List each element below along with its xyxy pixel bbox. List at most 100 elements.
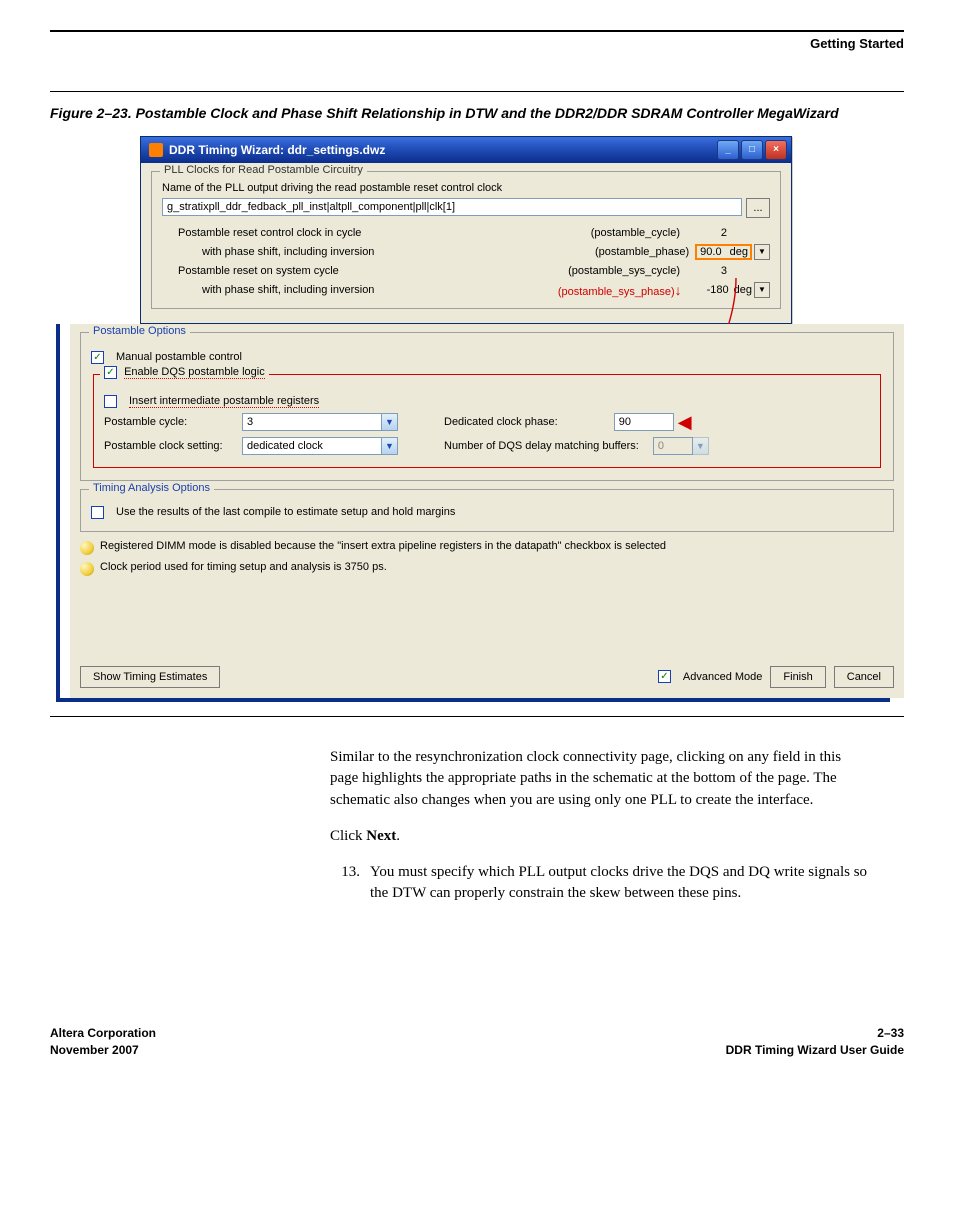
p2-bold: Next (366, 828, 396, 844)
enable-dqs-checkbox[interactable]: ✓ (104, 366, 117, 379)
manual-postamble-checkbox[interactable]: ✓ (91, 351, 104, 364)
app-icon (149, 143, 163, 157)
dqs-subgroup: ✓ Enable DQS postamble logic Insert inte… (93, 374, 881, 468)
pll-sys-phase-dropdown[interactable]: ▼ (754, 282, 770, 298)
pll-sys-cycle-label: Postamble reset on system cycle (162, 265, 568, 277)
pll-cycle-tag: (postamble_cycle) (591, 227, 680, 239)
footer-right: 2–33 DDR Timing Wizard User Guide (726, 1025, 904, 1059)
pll-sys-cycle-value: 3 (686, 264, 732, 278)
title-bar[interactable]: DDR Timing Wizard: ddr_settings.dwz _ □ … (141, 137, 791, 163)
advanced-mode-label: Advanced Mode (683, 671, 763, 683)
top-rule (50, 30, 904, 32)
arrow-head-icon: ◀ (678, 412, 692, 433)
clock-setting-input[interactable] (242, 437, 382, 455)
pll-phase-dropdown[interactable]: ▼ (754, 244, 770, 260)
dedicated-phase-label: Dedicated clock phase: (444, 416, 558, 428)
pll-row-sys-cycle: Postamble reset on system cycle (postamb… (162, 262, 770, 280)
footer-company: Altera Corporation (50, 1025, 156, 1042)
p2-pre: Click (330, 828, 366, 844)
postamble-group: Postamble Options ✓ Manual postamble con… (80, 332, 894, 481)
close-button[interactable]: × (765, 140, 787, 160)
pll-output-name-input[interactable] (162, 198, 742, 216)
window-controls: _ □ × (717, 140, 787, 160)
pll-sys-phase-tag: (postamble_sys_phase)↓ (558, 282, 682, 298)
bulb-icon (80, 541, 94, 555)
pll-cycle-label: Postamble reset control clock in cycle (162, 227, 591, 239)
hint-dimm-text: Registered DIMM mode is disabled because… (100, 540, 666, 552)
pll-phase-highlight: 90.0 deg (695, 244, 752, 260)
postamble-cycle-dropdown[interactable]: ▼ (382, 413, 398, 431)
show-timing-button[interactable]: Show Timing Estimates (80, 666, 220, 688)
timing-group: Timing Analysis Options Use the results … (80, 489, 894, 532)
pll-phase-tag: (postamble_phase) (595, 246, 689, 258)
bulb-icon (80, 562, 94, 576)
footer-left: Altera Corporation November 2007 (50, 1025, 156, 1059)
clock-setting-label: Postamble clock setting: (104, 440, 234, 452)
dedicated-phase-input[interactable] (614, 413, 674, 431)
clock-setting-row: Postamble clock setting: ▼ Number of DQS… (104, 437, 870, 455)
pll-row-sys-phase: with phase shift, including inversion (p… (162, 280, 770, 300)
p2-post: . (396, 828, 400, 844)
footer-doc-title: DDR Timing Wizard User Guide (726, 1042, 904, 1059)
page-footer: Altera Corporation November 2007 2–33 DD… (50, 1025, 904, 1059)
pll-output-name-label: Name of the PLL output driving the read … (162, 182, 770, 194)
figure-bottom-rule (50, 716, 904, 717)
pll-sys-phase-value: -180 (688, 283, 734, 297)
insert-intermediate-row: Insert intermediate postamble registers (104, 395, 870, 408)
pll-row-phase: with phase shift, including inversion (p… (162, 242, 770, 262)
cancel-button[interactable]: Cancel (834, 666, 894, 688)
hint-dimm: Registered DIMM mode is disabled because… (80, 540, 894, 555)
postamble-cycle-input[interactable] (242, 413, 382, 431)
window-body: PLL Clocks for Read Postamble Circuitry … (141, 163, 791, 323)
cycle-row: Postamble cycle: ▼ Dedicated clock phase… (104, 412, 870, 433)
pll-phase-label: with phase shift, including inversion (162, 246, 595, 258)
dialog-footer: Show Timing Estimates ✓ Advanced Mode Fi… (80, 666, 894, 688)
num-dqs-label: Number of DQS delay matching buffers: (444, 440, 639, 452)
minimize-button[interactable]: _ (717, 140, 739, 160)
wide-panel-outer: Postamble Options ✓ Manual postamble con… (56, 324, 890, 702)
advanced-mode-checkbox[interactable]: ✓ (658, 670, 671, 683)
maximize-button[interactable]: □ (741, 140, 763, 160)
pll-phase-value: 90.0 (699, 245, 726, 259)
paragraph-2: Click Next. (330, 826, 870, 848)
manual-postamble-row: ✓ Manual postamble control (91, 351, 883, 364)
page: Getting Started Figure 2–23. Postamble C… (0, 0, 954, 1099)
enable-dqs-label: Enable DQS postamble logic (124, 366, 265, 379)
step-13: 13. You must specify which PLL output cl… (330, 862, 870, 906)
timing-group-label: Timing Analysis Options (89, 482, 214, 494)
use-results-checkbox[interactable] (91, 506, 104, 519)
figure-caption: Figure 2–23. Postamble Clock and Phase S… (50, 104, 904, 124)
pll-phase-unit: deg (730, 246, 748, 258)
pll-group: PLL Clocks for Read Postamble Circuitry … (151, 171, 781, 309)
pll-sys-phase-unit: deg (734, 284, 752, 296)
step-number: 13. (330, 862, 370, 906)
pll-cycle-value: 2 (686, 226, 732, 240)
window-title: DDR Timing Wizard: ddr_settings.dwz (169, 143, 717, 157)
header-section: Getting Started (50, 36, 904, 51)
pll-sys-cycle-tag: (postamble_sys_cycle) (568, 265, 680, 277)
insert-intermediate-checkbox[interactable] (104, 395, 117, 408)
paragraph-1: Similar to the resynchronization clock c… (330, 747, 870, 812)
dtw-window: DDR Timing Wizard: ddr_settings.dwz _ □ … (140, 136, 792, 324)
num-dqs-input (653, 437, 693, 455)
body-text: Similar to the resynchronization clock c… (330, 747, 870, 906)
pll-row-cycle: Postamble reset control clock in cycle (… (162, 224, 770, 242)
footer-date: November 2007 (50, 1042, 156, 1059)
finish-button[interactable]: Finish (770, 666, 825, 688)
manual-postamble-label: Manual postamble control (116, 351, 242, 363)
mid-rule (50, 91, 904, 92)
postamble-cycle-label: Postamble cycle: (104, 416, 234, 428)
hint-clock-period-text: Clock period used for timing setup and a… (100, 561, 387, 573)
figure-wrap: DDR Timing Wizard: ddr_settings.dwz _ □ … (50, 136, 904, 702)
use-results-label: Use the results of the last compile to e… (116, 506, 455, 518)
pll-sys-phase-label: with phase shift, including inversion (162, 284, 558, 296)
postamble-group-label: Postamble Options (89, 325, 190, 337)
use-results-row: Use the results of the last compile to e… (91, 506, 883, 519)
step-text: You must specify which PLL output clocks… (370, 862, 870, 906)
arrow-tail-icon: ↓ (675, 282, 682, 298)
wide-panel: Postamble Options ✓ Manual postamble con… (70, 324, 904, 698)
clock-setting-dropdown[interactable]: ▼ (382, 437, 398, 455)
browse-button[interactable]: ... (746, 198, 770, 218)
insert-intermediate-label: Insert intermediate postamble registers (129, 395, 319, 408)
num-dqs-dropdown: ▼ (693, 437, 709, 455)
